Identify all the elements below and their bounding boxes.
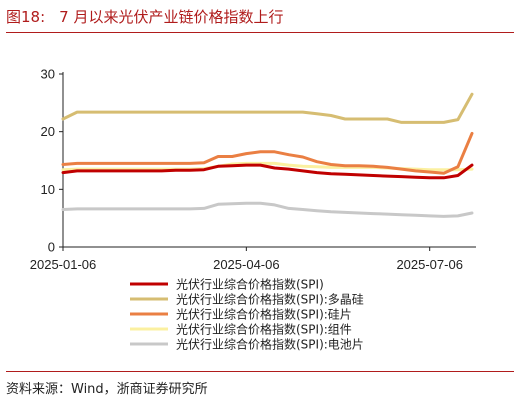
source-rule xyxy=(6,371,514,372)
series-line-2 xyxy=(61,131,474,175)
title-rule xyxy=(6,32,514,33)
x-tick-label: 2025-01-06 xyxy=(30,257,97,272)
chart-lines xyxy=(61,92,474,218)
series-line-1 xyxy=(61,92,474,124)
y-tick-label: 20 xyxy=(41,124,55,139)
legend-label-1: 光伏行业综合价格指数(SPI):多晶硅 xyxy=(176,292,364,307)
chart-axes: 0 10 20 30 2025-01-06 2025-04-06 2025-07-06 xyxy=(30,67,476,272)
figure-title: 图18: 7 月以来光伏产业链价格指数上行 xyxy=(6,6,283,27)
legend-label-3: 光伏行业综合价格指数(SPI):组件 xyxy=(176,322,352,337)
legend-label-0: 光伏行业综合价格指数(SPI) xyxy=(176,277,324,292)
y-tick-label: 0 xyxy=(48,240,55,255)
legend-label-4: 光伏行业综合价格指数(SPI):电池片 xyxy=(176,337,364,352)
chart-legend: 光伏行业综合价格指数(SPI)光伏行业综合价格指数(SPI):多晶硅光伏行业综合… xyxy=(130,277,364,352)
x-tick-label: 2025-07-06 xyxy=(396,257,463,272)
figure-title-text: 7 月以来光伏产业链价格指数上行 xyxy=(59,8,284,26)
y-tick-label: 10 xyxy=(41,182,55,197)
y-tick-label: 30 xyxy=(41,67,55,82)
series-line-4 xyxy=(61,201,474,218)
source-note: 资料来源：Wind，浙商证券研究所 xyxy=(6,382,208,397)
legend-label-2: 光伏行业综合价格指数(SPI):硅片 xyxy=(176,307,352,322)
series-line-0 xyxy=(61,163,474,180)
figure-number: 图18: xyxy=(6,8,46,26)
x-tick-label: 2025-04-06 xyxy=(213,257,280,272)
